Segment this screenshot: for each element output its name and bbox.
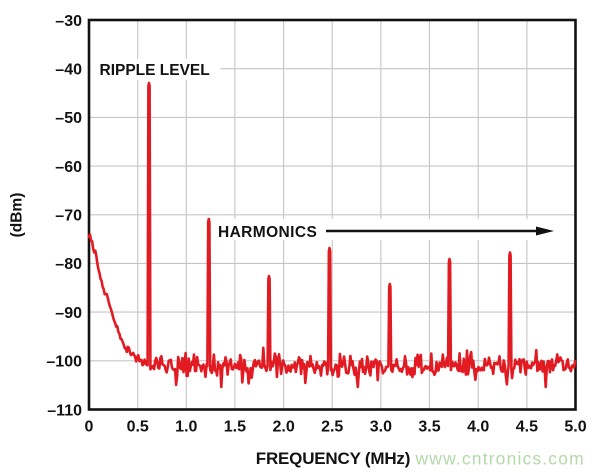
svg-text:–30: –30 [55,13,82,30]
svg-text:4.5: 4.5 [516,418,538,435]
svg-text:–90: –90 [55,305,82,322]
svg-text:HARMONICS: HARMONICS [218,224,317,241]
svg-text:FREQUENCY (MHz): FREQUENCY (MHz) [256,449,410,468]
svg-text:RIPPLE LEVEL: RIPPLE LEVEL [100,62,210,79]
svg-text:1.0: 1.0 [175,418,197,435]
svg-text:3.0: 3.0 [370,418,392,435]
svg-text:4.0: 4.0 [467,418,489,435]
svg-text:5.0: 5.0 [564,418,586,435]
svg-text:–60: –60 [55,159,82,176]
svg-text:(dBm): (dBm) [9,193,26,238]
svg-text:0: 0 [85,418,94,435]
svg-text:–110: –110 [47,402,82,419]
svg-text:–80: –80 [55,256,82,273]
svg-text:–100: –100 [46,354,82,371]
svg-text:www.cntronics.com: www.cntronics.com [415,448,585,468]
svg-text:–50: –50 [55,110,82,127]
svg-text:–40: –40 [55,62,82,79]
svg-text:1.5: 1.5 [224,418,246,435]
svg-text:–70: –70 [55,208,82,225]
svg-text:3.5: 3.5 [418,418,440,435]
svg-text:2.5: 2.5 [321,418,343,435]
svg-text:2.0: 2.0 [272,418,294,435]
svg-text:0.5: 0.5 [127,418,149,435]
